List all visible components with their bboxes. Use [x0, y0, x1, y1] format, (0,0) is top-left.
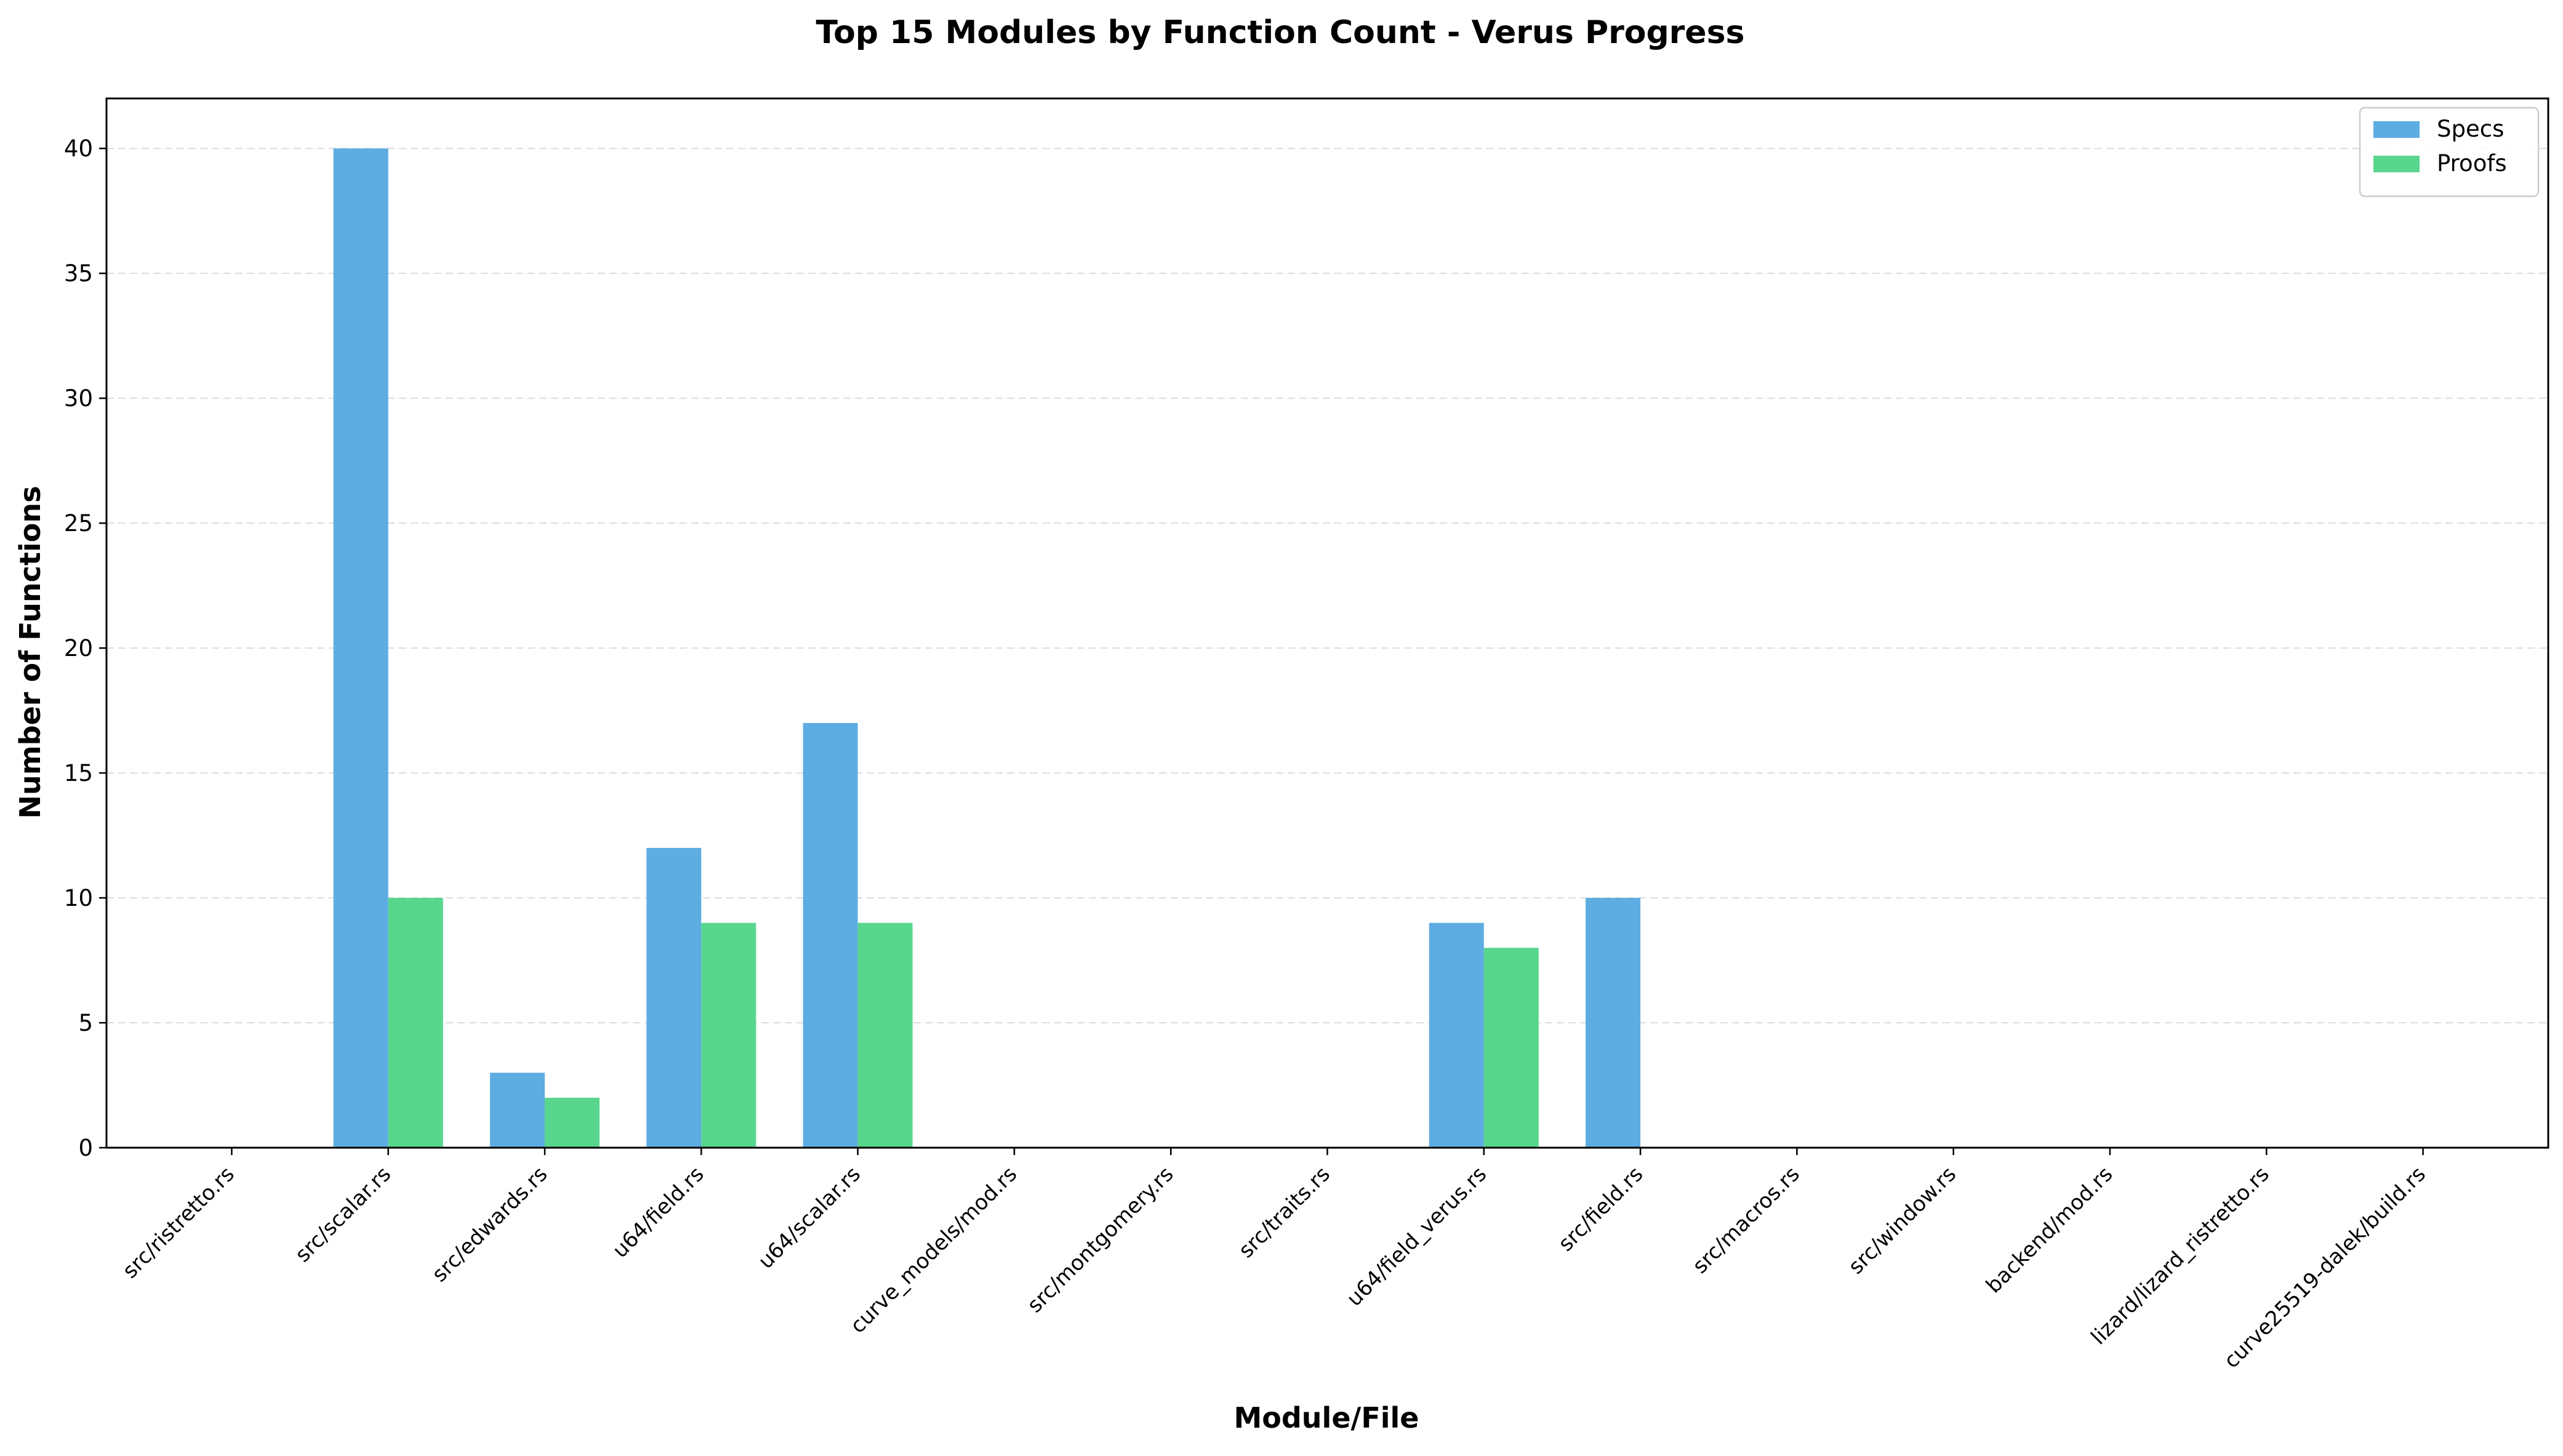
bar-specs [646, 847, 702, 1148]
bar-proofs [545, 1097, 600, 1148]
x-tick-label: src/ristretto.rs [118, 1162, 239, 1283]
legend: Specs Proofs [2359, 106, 2540, 198]
y-axis-label: Number of Functions [14, 486, 47, 818]
plot-area-frame [105, 97, 2549, 1149]
bar-proofs [701, 922, 756, 1148]
x-tick-label: u64/scalar.rs [753, 1162, 865, 1274]
y-tick-label: 40 [64, 135, 93, 162]
y-tick-label: 5 [78, 1010, 93, 1036]
legend-swatch [2373, 121, 2420, 138]
chart-title: Top 15 Modules by Function Count - Verus… [816, 14, 1745, 51]
x-tick-label: curve_models/mod.rs [846, 1162, 1022, 1338]
x-tick-label: backend/mod.rs [1981, 1162, 2117, 1298]
x-tick-label: src/scalar.rs [291, 1162, 396, 1267]
bar-specs [1586, 898, 1641, 1148]
grid-lines [106, 148, 2548, 1024]
bar-specs [490, 1073, 545, 1148]
x-tick-label: u64/field.rs [608, 1162, 709, 1263]
y-tick-label: 15 [64, 760, 93, 786]
y-tick-label: 35 [64, 260, 93, 287]
bar-specs [803, 722, 858, 1148]
x-tick-label: src/macros.rs [1688, 1162, 1805, 1279]
x-axis-label: Module/File [1234, 1401, 1419, 1434]
x-tick-label: src/montgomery.rs [1022, 1162, 1178, 1318]
x-tick-label: src/window.rs [1844, 1162, 1962, 1279]
bar-proofs [388, 898, 443, 1148]
x-tick-label: src/traits.rs [1234, 1162, 1335, 1263]
x-tick-label: u64/field_verus.rs [1342, 1162, 1491, 1311]
x-tick-label: src/field.rs [1554, 1162, 1648, 1256]
x-tick-label: src/edwards.rs [427, 1162, 552, 1287]
y-tick-label: 0 [78, 1135, 93, 1161]
bar-specs [333, 148, 388, 1148]
bar-proofs [857, 922, 913, 1148]
legend-label: Proofs [2437, 150, 2507, 177]
legend-swatch [2373, 156, 2420, 172]
y-tick-label: 10 [64, 885, 93, 911]
y-tick-label: 20 [64, 635, 93, 662]
bar-specs [1429, 922, 1484, 1148]
legend-label: Specs [2437, 116, 2504, 142]
y-tick-label: 25 [64, 510, 93, 537]
bars [333, 148, 1641, 1148]
x-tick-label: lizard/lizard_ristretto.rs [2087, 1162, 2274, 1350]
x-axis-ticks: src/ristretto.rs src/scalar.rs src/edwards… [118, 1148, 2431, 1374]
y-tick-label: 30 [64, 385, 93, 412]
bar-proofs [1483, 948, 1539, 1148]
y-axis-ticks: 0 5 10 15 20 25 30 35 40 [64, 135, 106, 1161]
